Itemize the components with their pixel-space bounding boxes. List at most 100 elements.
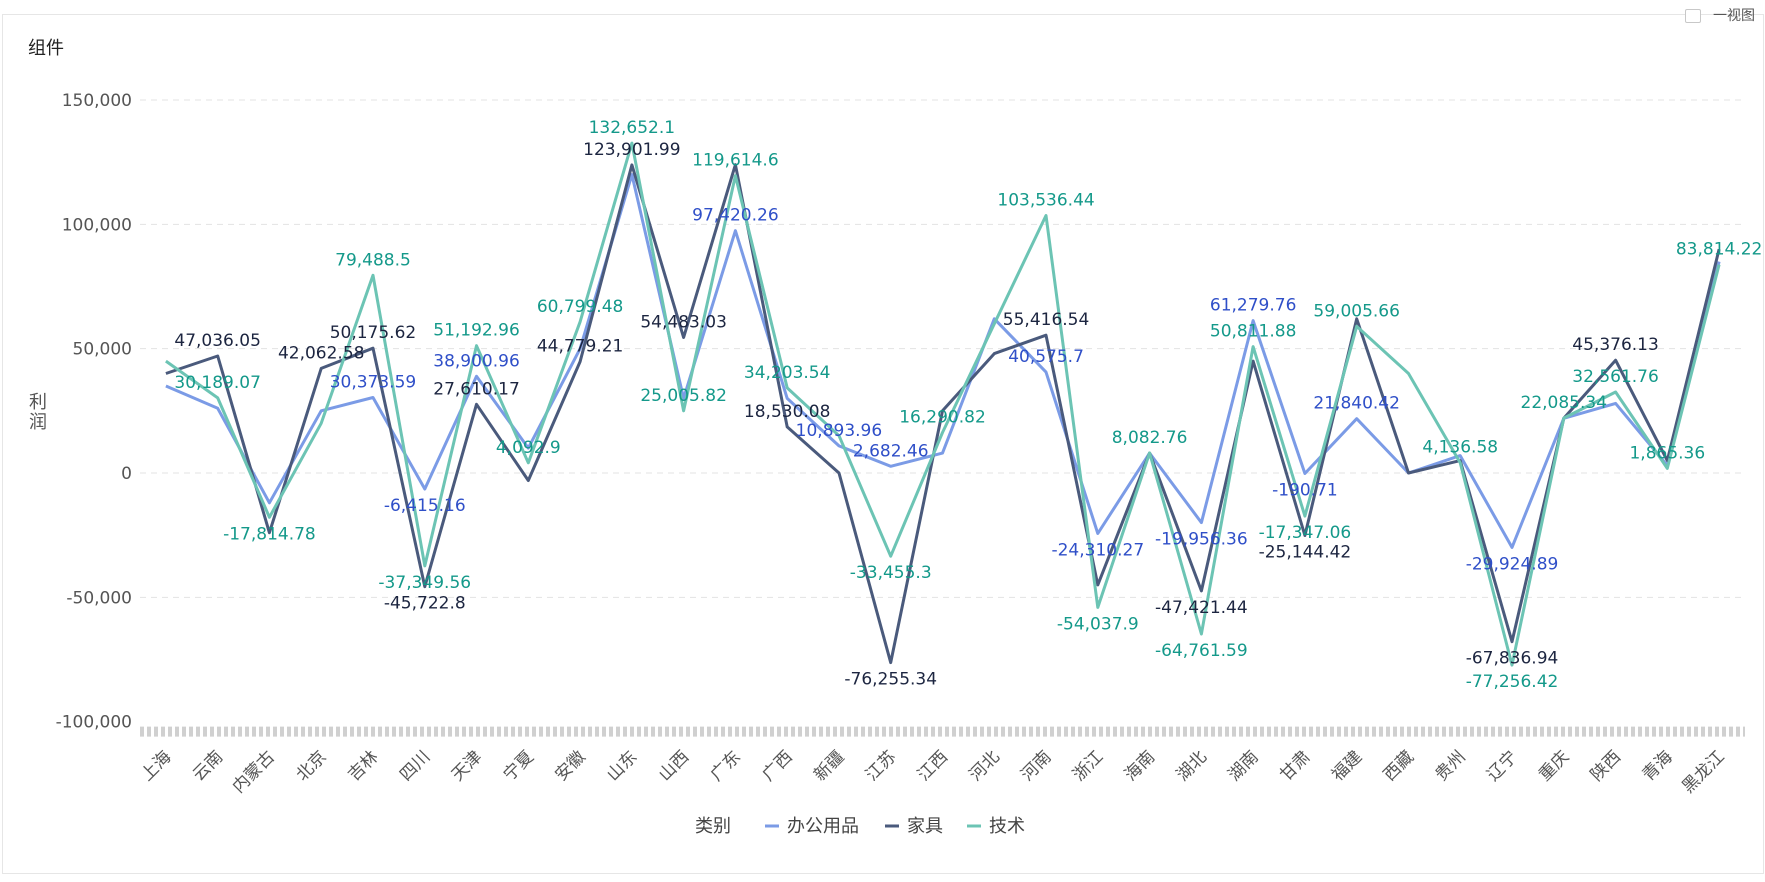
y-tick-label: 0 — [121, 464, 132, 484]
x-tick-label: 海南 — [1121, 747, 1159, 785]
data-label: 60,799.48 — [537, 297, 624, 317]
x-tick-label: 山东 — [603, 747, 641, 785]
data-label: 4,092.9 — [496, 438, 561, 458]
data-label: 30,373.59 — [330, 372, 417, 392]
x-tick-label: 浙江 — [1069, 747, 1107, 785]
data-label: 61,279.76 — [1210, 296, 1297, 316]
data-label: 25,005.82 — [640, 386, 727, 406]
x-tick-label: 四川 — [396, 747, 434, 785]
x-tick-label: 江西 — [914, 747, 952, 785]
y-tick-label: -100,000 — [56, 713, 132, 733]
view-toggle-label[interactable]: 一视图 — [1713, 8, 1755, 24]
x-tick-label: 河南 — [1017, 747, 1055, 785]
data-label: 22,085.34 — [1521, 393, 1608, 413]
data-label: 119,614.6 — [692, 151, 779, 171]
data-label: -29,924.89 — [1466, 554, 1559, 574]
data-label: 123,901.99 — [583, 140, 680, 160]
x-tick-label: 安徽 — [551, 747, 589, 785]
widget-title: 组件 — [28, 38, 64, 59]
x-tick-label: 江苏 — [862, 747, 900, 785]
data-label: 21,840.42 — [1313, 394, 1400, 414]
x-tick-label: 重庆 — [1535, 747, 1573, 785]
y-tick-label: 150,000 — [62, 91, 132, 111]
x-tick-label: 新疆 — [810, 747, 848, 785]
legend-item-label: 家具 — [907, 816, 943, 837]
data-label: 30,189.07 — [174, 373, 261, 393]
x-tick-label: 北京 — [293, 747, 331, 785]
data-label: 27,610.17 — [433, 379, 520, 399]
data-label: -45,722.8 — [384, 594, 466, 614]
data-label: 16,290.82 — [899, 407, 986, 427]
data-label: 4,136.58 — [1422, 438, 1498, 458]
y-tick-label: 50,000 — [73, 340, 132, 360]
x-tick-label: 湖北 — [1173, 747, 1211, 785]
data-label: 47,036.05 — [174, 331, 261, 351]
data-label: 132,652.1 — [589, 118, 676, 138]
data-label: 38,900.96 — [433, 351, 520, 371]
x-tick-label: 河北 — [966, 747, 1004, 785]
legend-title: 类别 — [695, 816, 731, 837]
x-tick-label: 云南 — [189, 747, 227, 785]
data-label: 34,203.54 — [744, 363, 831, 383]
data-label: 50,811.88 — [1210, 322, 1297, 342]
data-label: -37,349.56 — [378, 573, 471, 593]
data-label: 40,575.7 — [1008, 347, 1084, 367]
data-label: 79,488.5 — [335, 250, 411, 270]
x-tick-label: 湖南 — [1224, 747, 1262, 785]
data-label: 50,175.62 — [330, 323, 417, 343]
x-tick-label: 黑龙江 — [1678, 747, 1728, 797]
data-label: 59,005.66 — [1313, 301, 1400, 321]
x-tick-label: 吉林 — [344, 747, 382, 785]
data-label: 42,062.58 — [278, 343, 365, 363]
x-tick-label: 西藏 — [1380, 747, 1418, 785]
x-tick-label: 辽宁 — [1483, 747, 1521, 785]
data-label: 55,416.54 — [1003, 310, 1090, 330]
data-label: 54,483.03 — [640, 313, 727, 333]
x-tick-label: 陕西 — [1587, 747, 1625, 785]
x-tick-label: 山西 — [655, 747, 693, 785]
data-label: -17,347.06 — [1259, 523, 1352, 543]
x-tick-label: 贵州 — [1432, 747, 1470, 785]
x-tick-label: 宁夏 — [500, 747, 538, 785]
data-label: -47,421.44 — [1155, 598, 1248, 618]
data-label: 1,865.36 — [1629, 443, 1705, 463]
data-label: -33,455.3 — [850, 563, 932, 583]
x-tick-label: 内蒙古 — [229, 747, 279, 797]
data-label: -190.71 — [1272, 480, 1338, 500]
data-label: -25,144.42 — [1259, 543, 1352, 563]
data-label: -24,310.27 — [1051, 540, 1144, 560]
x-tick-label: 青海 — [1639, 747, 1677, 785]
data-label: -19,956.36 — [1155, 530, 1248, 550]
data-label: 97,420.26 — [692, 206, 779, 226]
data-label: -54,037.9 — [1057, 614, 1139, 634]
x-tick-label: 广东 — [707, 747, 745, 785]
data-label: 45,376.13 — [1572, 335, 1659, 355]
data-label: -64,761.59 — [1155, 641, 1248, 661]
data-label: -77,256.42 — [1466, 672, 1559, 692]
series-line — [165, 141, 1721, 667]
series-line — [165, 173, 1721, 549]
data-label: 44,779.21 — [537, 337, 624, 357]
y-tick-label: 100,000 — [62, 215, 132, 235]
data-label: 83,814.22 — [1676, 240, 1763, 260]
data-label: 32,561.76 — [1572, 367, 1659, 387]
y-tick-label: -50,000 — [66, 588, 132, 608]
data-label: -6,415.16 — [384, 496, 466, 516]
data-label: 103,536.44 — [997, 191, 1094, 211]
checkbox-icon[interactable] — [1685, 9, 1701, 23]
x-tick-label: 上海 — [137, 747, 175, 785]
data-label: 2,682.46 — [853, 441, 929, 461]
data-label: -67,836.94 — [1466, 649, 1559, 669]
x-tick-label: 甘肃 — [1276, 747, 1314, 785]
data-label: 51,192.96 — [433, 321, 520, 341]
data-label: -17,814.78 — [223, 524, 316, 544]
data-label: 10,893.96 — [796, 421, 883, 441]
y-axis-title: 利润 — [29, 392, 47, 433]
x-tick-label: 天津 — [448, 747, 486, 785]
legend-item-label: 技术 — [989, 816, 1025, 837]
data-label: 18,530.08 — [744, 402, 831, 422]
data-label: 8,082.76 — [1112, 428, 1188, 448]
x-tick-label: 广西 — [759, 747, 797, 785]
data-label: -76,255.34 — [844, 670, 937, 690]
